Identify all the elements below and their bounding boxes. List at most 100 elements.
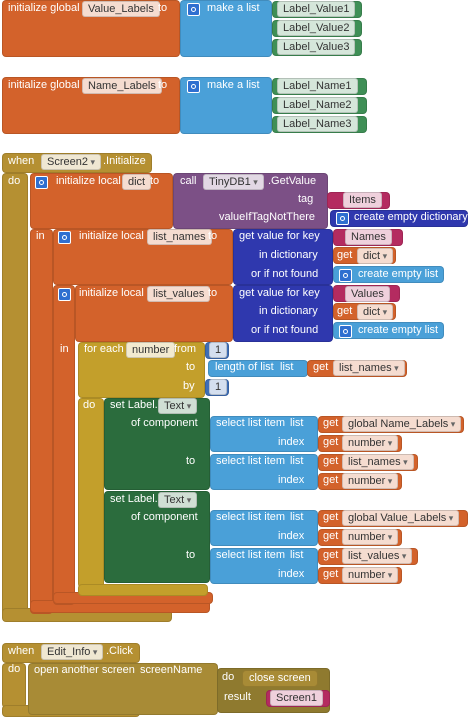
block-label: select list item (216, 549, 286, 561)
block-label: do (222, 671, 235, 683)
mutator-icon (58, 288, 71, 301)
block (30, 229, 53, 614)
block (210, 548, 318, 584)
block-field: 1 (209, 379, 228, 395)
block (210, 454, 318, 490)
block-field: Value_Labels (82, 1, 160, 17)
mutator-icon (187, 3, 200, 16)
block-label: initialize global (8, 2, 80, 14)
block-label: get (323, 530, 339, 542)
block-label: .Click (106, 645, 133, 657)
block-label: to (158, 79, 168, 91)
block-label: of component (131, 511, 198, 523)
block-field: Label_Name2 (277, 97, 358, 113)
block-field: Names (345, 229, 392, 245)
block-label: select list item (216, 417, 286, 429)
block-field: dict (357, 248, 394, 264)
block-field: list_names (333, 360, 405, 376)
block-label: index (278, 474, 305, 486)
block-label: length of list (215, 361, 274, 373)
block-label: to (186, 455, 196, 467)
block (210, 416, 318, 452)
block-label: initialize local (79, 287, 144, 299)
block-field: Screen1 (270, 690, 323, 706)
block-field: dict (122, 174, 152, 190)
mutator-icon (35, 176, 48, 189)
block-field: Label_Value2 (277, 20, 356, 36)
block-label: when (8, 645, 35, 657)
block (28, 663, 218, 715)
block-field: number (126, 342, 176, 358)
block (2, 173, 28, 618)
block-label: index (278, 436, 305, 448)
block-label: .GetValue (268, 175, 317, 187)
block-label: list (280, 361, 294, 373)
block-label: initialize local (79, 230, 144, 242)
block (333, 266, 444, 283)
block-field: Name_Labels (82, 78, 162, 94)
block-label: get (323, 549, 339, 561)
block (78, 584, 208, 596)
block-field: Label_Name3 (277, 116, 358, 132)
block-label: list (290, 455, 304, 467)
block (78, 398, 104, 588)
block-label: get (337, 305, 353, 317)
block-label: in dictionary (259, 305, 318, 317)
block-label: create empty list (358, 324, 439, 336)
block (210, 510, 318, 546)
block-label: get (323, 436, 339, 448)
block-label: select list item (216, 455, 286, 467)
block-label: when (8, 155, 35, 167)
block-label: in dictionary (259, 249, 318, 261)
block-label: to (208, 287, 218, 299)
block-label: to (186, 361, 196, 373)
block-label: make a list (207, 2, 260, 14)
block-field: Text (158, 398, 198, 414)
block-field: number (342, 567, 399, 583)
block-label: make a list (207, 79, 260, 91)
block-label: call (180, 175, 197, 187)
block-label: from (174, 343, 196, 355)
block (2, 663, 26, 708)
block (233, 229, 333, 285)
block-label: close screen (249, 672, 311, 684)
block-field: global Name_Labels (342, 416, 462, 432)
block-field: Edit_Info (41, 644, 104, 660)
block (233, 285, 333, 342)
block-field: Text (158, 492, 198, 508)
block (53, 285, 75, 605)
block-field: number (342, 529, 399, 545)
block-label: or if not found (251, 324, 319, 336)
block-label: screenName (140, 664, 203, 676)
block-label: list (290, 549, 304, 561)
block-label: by (183, 380, 195, 392)
block-label: to (158, 2, 168, 14)
block-label: to (186, 549, 196, 561)
block-label: to (150, 175, 160, 187)
block-label: .Initialize (103, 155, 146, 167)
block-field: Label_Value3 (277, 39, 356, 55)
block-label: create empty list (358, 268, 439, 280)
block-label: do (8, 663, 21, 675)
block-field: Label_Name1 (277, 78, 358, 94)
block-field: Label_Value1 (277, 1, 356, 17)
block (330, 210, 468, 227)
block-label: do (83, 399, 96, 411)
block-label: get (323, 474, 339, 486)
block-label: list (290, 511, 304, 523)
block-label: get value for key (239, 287, 320, 299)
block-label: do (8, 175, 21, 187)
block-field: dict (357, 304, 394, 320)
block-field: number (342, 473, 399, 489)
block-field: Screen2 (41, 154, 102, 170)
block-label: open another screen (34, 664, 135, 676)
block-label: in (60, 343, 69, 355)
mutator-icon (58, 231, 71, 244)
block-field: list_names (342, 454, 414, 470)
block-label: initialize global (8, 79, 80, 91)
block-field: TinyDB1 (203, 174, 264, 190)
block-label: to (208, 230, 218, 242)
mutator-icon (339, 325, 352, 338)
block-label: get (337, 249, 353, 261)
block-label: create empty dictionary (354, 211, 468, 223)
